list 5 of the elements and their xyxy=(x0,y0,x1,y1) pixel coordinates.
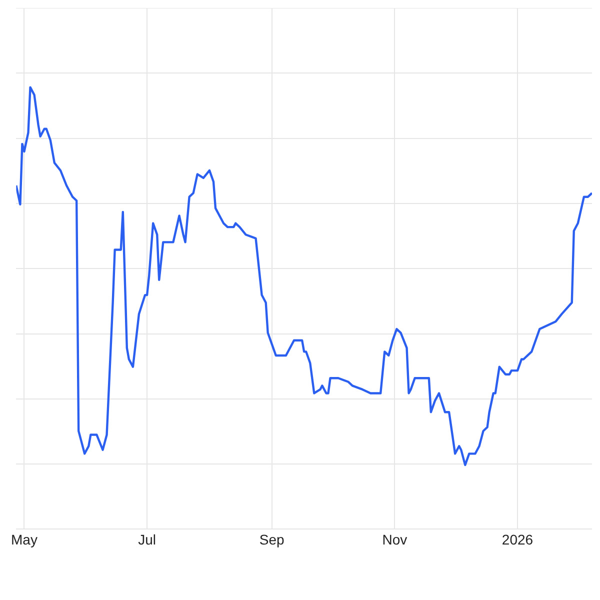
x-tick-label: Jul xyxy=(138,531,156,548)
x-tick-label: Nov xyxy=(382,531,408,548)
x-tick-label: May xyxy=(11,531,38,548)
x-tick-label: 2026 xyxy=(502,531,534,548)
x-tick-label: Sep xyxy=(259,531,285,548)
